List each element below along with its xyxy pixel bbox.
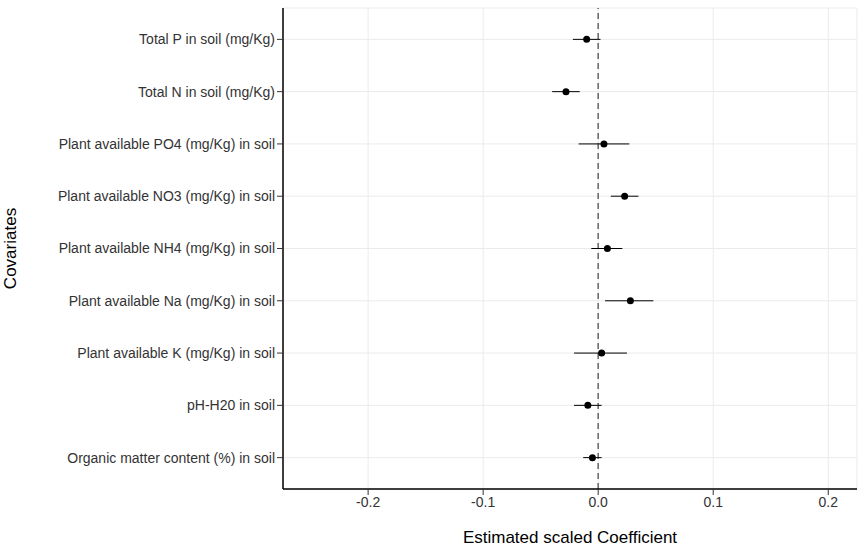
svg-text:Plant available Na (mg/Kg) in: Plant available Na (mg/Kg) in soil (69, 293, 275, 309)
svg-text:-0.2: -0.2 (356, 494, 380, 510)
svg-text:Plant available K (mg/Kg) in s: Plant available K (mg/Kg) in soil (77, 345, 275, 361)
svg-text:Covariates: Covariates (8, 208, 20, 289)
svg-text:Plant available NH4 (mg/Kg) in: Plant available NH4 (mg/Kg) in soil (59, 240, 275, 256)
svg-text:pH-H20 in soil: pH-H20 in soil (187, 397, 275, 413)
svg-text:0.2: 0.2 (819, 494, 839, 510)
svg-text:Plant available NO3 (mg/Kg) in: Plant available NO3 (mg/Kg) in soil (58, 188, 275, 204)
svg-text:Total P in soil (mg/Kg): Total P in soil (mg/Kg) (139, 31, 275, 47)
svg-text:Organic matter content (%) in: Organic matter content (%) in soil (67, 450, 275, 466)
svg-text:0.0: 0.0 (588, 494, 608, 510)
svg-text:-0.1: -0.1 (471, 494, 495, 510)
svg-text:0.1: 0.1 (703, 494, 723, 510)
svg-text:Plant available PO4 (mg/Kg) in: Plant available PO4 (mg/Kg) in soil (59, 136, 275, 152)
svg-text:Total N in soil (mg/Kg): Total N in soil (mg/Kg) (138, 84, 275, 100)
svg-text:Estimated scaled Coefficient: Estimated scaled Coefficient (463, 528, 677, 547)
